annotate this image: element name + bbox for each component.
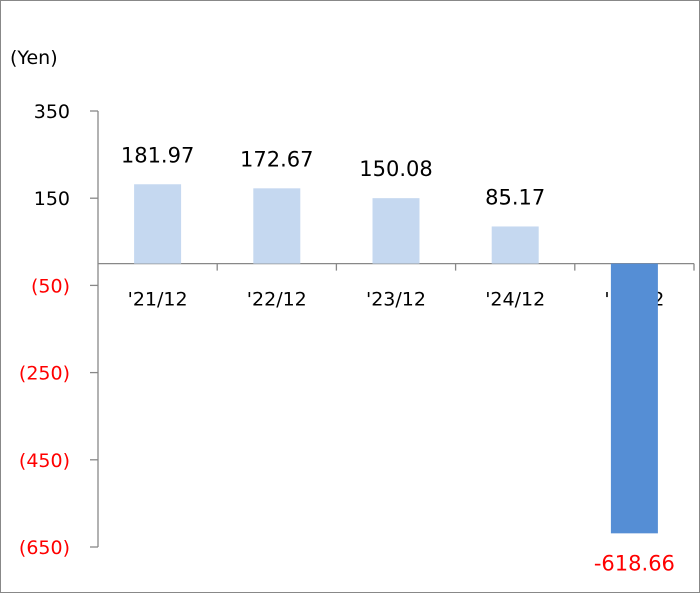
bar (253, 188, 301, 264)
bar (491, 226, 539, 264)
x-tick-label: '22/12 (247, 289, 307, 311)
y-tick-label: (250) (19, 363, 70, 385)
y-tick-label: (450) (19, 450, 70, 472)
bar (134, 184, 182, 264)
x-tick-label: '21/12 (128, 289, 188, 311)
bar (372, 198, 420, 264)
bar (610, 263, 658, 534)
y-tick-label: (50) (31, 275, 70, 297)
x-axis: '21/12'22/12'23/12'24/12'25/12 (98, 262, 695, 311)
data-label: 85.17 (485, 185, 545, 209)
data-label: 172.67 (240, 147, 313, 171)
y-tick-label: 350 (34, 101, 70, 123)
y-axis: 350 150 (50) (250) (450) (650) (19, 101, 99, 559)
y-tick-label: (650) (19, 537, 70, 559)
x-tick-label: '23/12 (366, 289, 426, 311)
bars (134, 184, 658, 534)
data-label: 181.97 (121, 143, 194, 167)
data-label: -618.66 (594, 551, 675, 575)
data-label: 150.08 (359, 157, 432, 181)
y-axis-unit-label: (Yen) (10, 47, 58, 69)
data-labels: 181.97 172.67 150.08 85.17 -618.66 (121, 143, 675, 575)
y-tick-label: 150 (34, 188, 70, 210)
x-tick-label: '24/12 (485, 289, 545, 311)
